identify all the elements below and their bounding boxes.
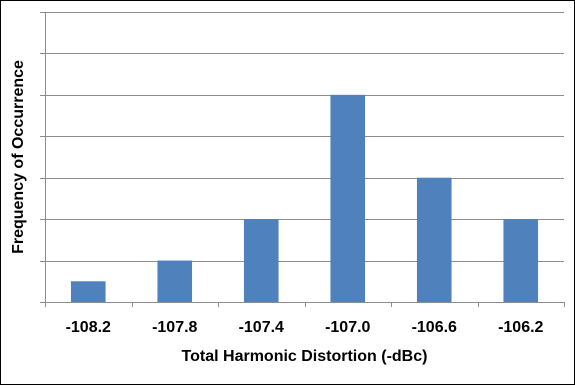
bar--108.2 (70, 281, 106, 302)
bar--106.6 (416, 177, 452, 302)
x-tick-label-2: -107.4 (239, 319, 284, 336)
bar--107.0 (330, 94, 366, 302)
x-tick-labels: -108.2 -107.8 -107.4 -107.0 -106.6 -106.2 (66, 319, 544, 336)
x-tick-label-4: -106.6 (412, 319, 457, 336)
x-tick-label-1: -107.8 (152, 319, 197, 336)
bar--107.4 (243, 219, 279, 302)
x-tick-label-3: -107.0 (325, 319, 370, 336)
y-axis-title: Frequency of Occurrence (10, 60, 27, 254)
grid-layer (45, 12, 564, 262)
bars-layer (70, 94, 539, 302)
axis-layer (40, 12, 565, 307)
x-tick-label-0: -108.2 (66, 319, 111, 336)
bar--107.8 (157, 260, 193, 302)
x-axis-title: Total Harmonic Distortion (-dBc) (182, 348, 428, 365)
x-tick-label-5: -106.2 (498, 319, 543, 336)
bar--106.2 (503, 219, 539, 302)
